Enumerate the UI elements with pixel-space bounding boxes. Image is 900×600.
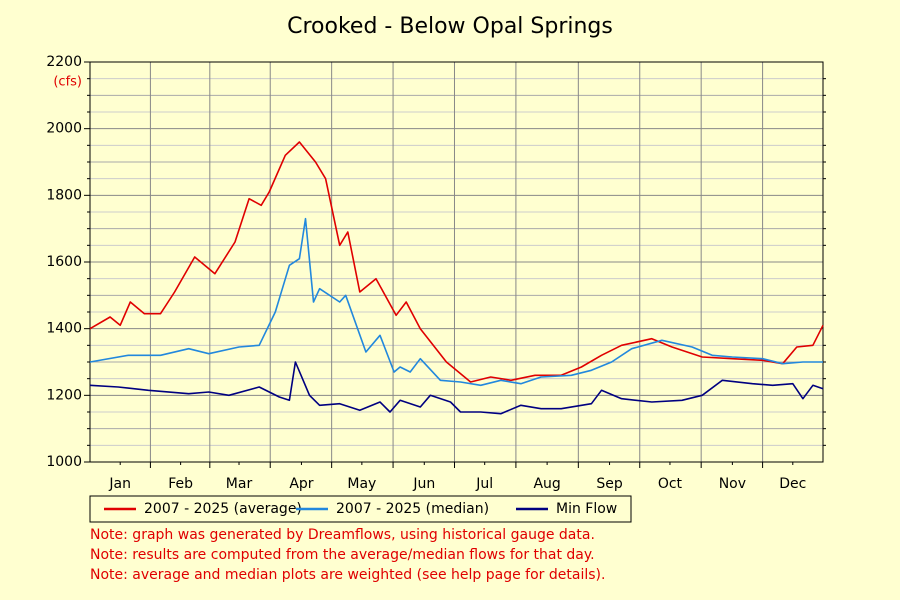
x-tick-label: Aug	[533, 476, 560, 492]
series-line	[89, 217, 823, 387]
chart-title: Crooked - Below Opal Springs	[287, 14, 613, 39]
x-tick-label: Oct	[658, 476, 683, 492]
x-tick-label: Dec	[779, 476, 806, 492]
plot-frame	[89, 61, 824, 463]
y-tick-label: 2000	[46, 121, 82, 137]
series-line	[89, 361, 824, 415]
x-tick-label: Sep	[596, 476, 623, 492]
legend-label: Min Flow	[556, 501, 617, 517]
note: Note: average and median plots are weigh…	[90, 567, 605, 583]
x-tick-label: May	[347, 476, 376, 492]
series-line	[89, 141, 824, 383]
note: Note: results are computed from the aver…	[90, 547, 595, 563]
y-tick-label: 1000	[46, 454, 82, 470]
y-tick-label: 1400	[46, 321, 82, 337]
y-tick-label: 1800	[46, 187, 82, 203]
x-tick-label: Nov	[719, 476, 746, 492]
x-tick-label: Jan	[108, 476, 131, 492]
y-tick-label: 1600	[46, 254, 82, 270]
legend-label: 2007 - 2025 (median)	[336, 501, 489, 517]
x-tick-label: Jun	[412, 476, 435, 492]
x-tick-label: Feb	[168, 476, 193, 492]
legend-label: 2007 - 2025 (average)	[144, 501, 302, 517]
x-tick-label: Jul	[475, 476, 493, 492]
y-tick-label: 2200	[46, 54, 82, 70]
x-tick-label: Apr	[289, 476, 313, 492]
y-unit: (cfs)	[53, 75, 82, 90]
y-tick-label: 1200	[46, 387, 82, 403]
x-tick-label: Mar	[226, 476, 253, 492]
note: Note: graph was generated by Dreamflows,…	[90, 527, 595, 543]
